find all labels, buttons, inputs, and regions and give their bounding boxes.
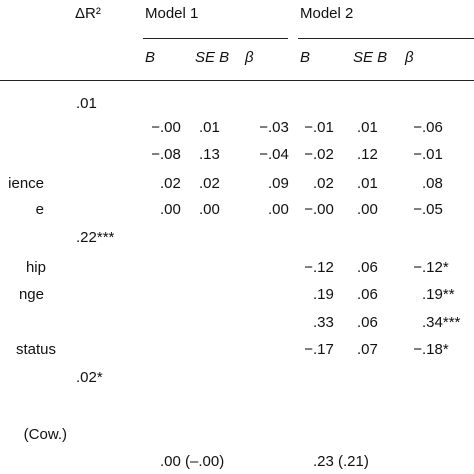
model-2-rule [298,38,474,39]
cell: .13 [199,146,220,163]
model-1-header: Model 1 [145,5,199,22]
cell: − .08 [151,146,181,163]
cell: − .18* [413,341,449,358]
cell: .02 [199,175,220,192]
delta-r2-header: ΔR² [75,5,101,22]
delta-r2: .02* [76,369,103,386]
cell: .09 [268,175,289,192]
subheader: β [405,49,414,66]
subheader: B [145,49,156,66]
delta-r2: .01 [76,95,97,112]
row-label: status [15,341,56,358]
row-label: nge [18,286,44,303]
cell: .01 [357,175,378,192]
cell: − .06 [413,119,443,136]
cell: .23 (.21) [313,453,369,470]
cell: − .05 [413,201,443,218]
cell: .00 (–.00) [160,453,225,470]
cell: .06 [357,259,378,276]
cell: − .04 [259,146,289,163]
cell: .01 [199,119,220,136]
row-label: ience [8,175,44,192]
subheader: B [300,49,311,66]
cell: .19** [422,286,455,303]
model-2-header: Model 2 [300,5,354,22]
cell: .07 [357,341,378,358]
cell: − .01 [304,119,334,136]
model-1-rule [143,38,288,39]
cell: .06 [357,314,378,331]
cell: − .17 [304,341,334,358]
row-label: (Cow.) [23,426,67,443]
row-label: e [35,201,44,218]
cell: .02 [160,175,181,192]
subheader: SE B [353,49,388,66]
cell: .01 [357,119,378,136]
header-rule [0,80,474,81]
cell: .02 [313,175,334,192]
cell: − .00 [151,119,181,136]
cell: − .12 [304,259,334,276]
cell: .00 [160,201,181,218]
delta-r2: .22*** [76,229,115,246]
cell: .00 [268,201,289,218]
cell: .33 [313,314,334,331]
cell: .06 [357,286,378,303]
cell: − .00 [304,201,334,218]
cell: .19 [313,286,334,303]
cell: .34*** [422,314,461,331]
cell: .08 [422,175,443,192]
cell: − .02 [304,146,334,163]
cell: .00 [199,201,220,218]
subheader: SE B [195,49,230,66]
cell: .00 [357,201,378,218]
cell: − .01 [413,146,443,163]
row-label: hip [25,259,46,276]
subheader: β [245,49,254,66]
cell: − .12* [413,259,449,276]
cell: − .03 [259,119,289,136]
cell: .12 [357,146,378,163]
